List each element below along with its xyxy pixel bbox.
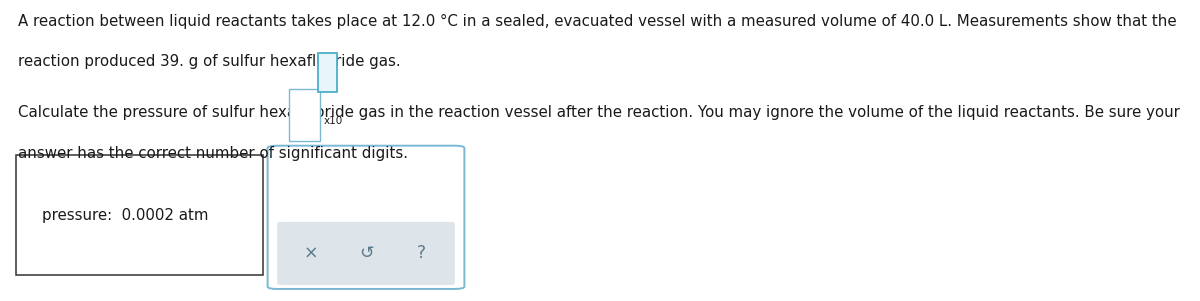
Text: ?: ? xyxy=(416,244,426,262)
Text: answer has the correct number of significant digits.: answer has the correct number of signifi… xyxy=(18,146,408,161)
Text: Calculate the pressure of sulfur hexafluoride gas in the reaction vessel after t: Calculate the pressure of sulfur hexaflu… xyxy=(18,105,1180,120)
Text: pressure:  0.0002 atm: pressure: 0.0002 atm xyxy=(42,208,209,223)
Text: A reaction between liquid reactants takes place at 12.0 °C in a sealed, evacuate: A reaction between liquid reactants take… xyxy=(18,14,1177,29)
Text: ↺: ↺ xyxy=(359,244,373,262)
Text: x10: x10 xyxy=(324,116,343,126)
Text: reaction produced 39. g of sulfur hexafluoride gas.: reaction produced 39. g of sulfur hexafl… xyxy=(18,54,401,69)
Text: ×: × xyxy=(304,244,318,262)
